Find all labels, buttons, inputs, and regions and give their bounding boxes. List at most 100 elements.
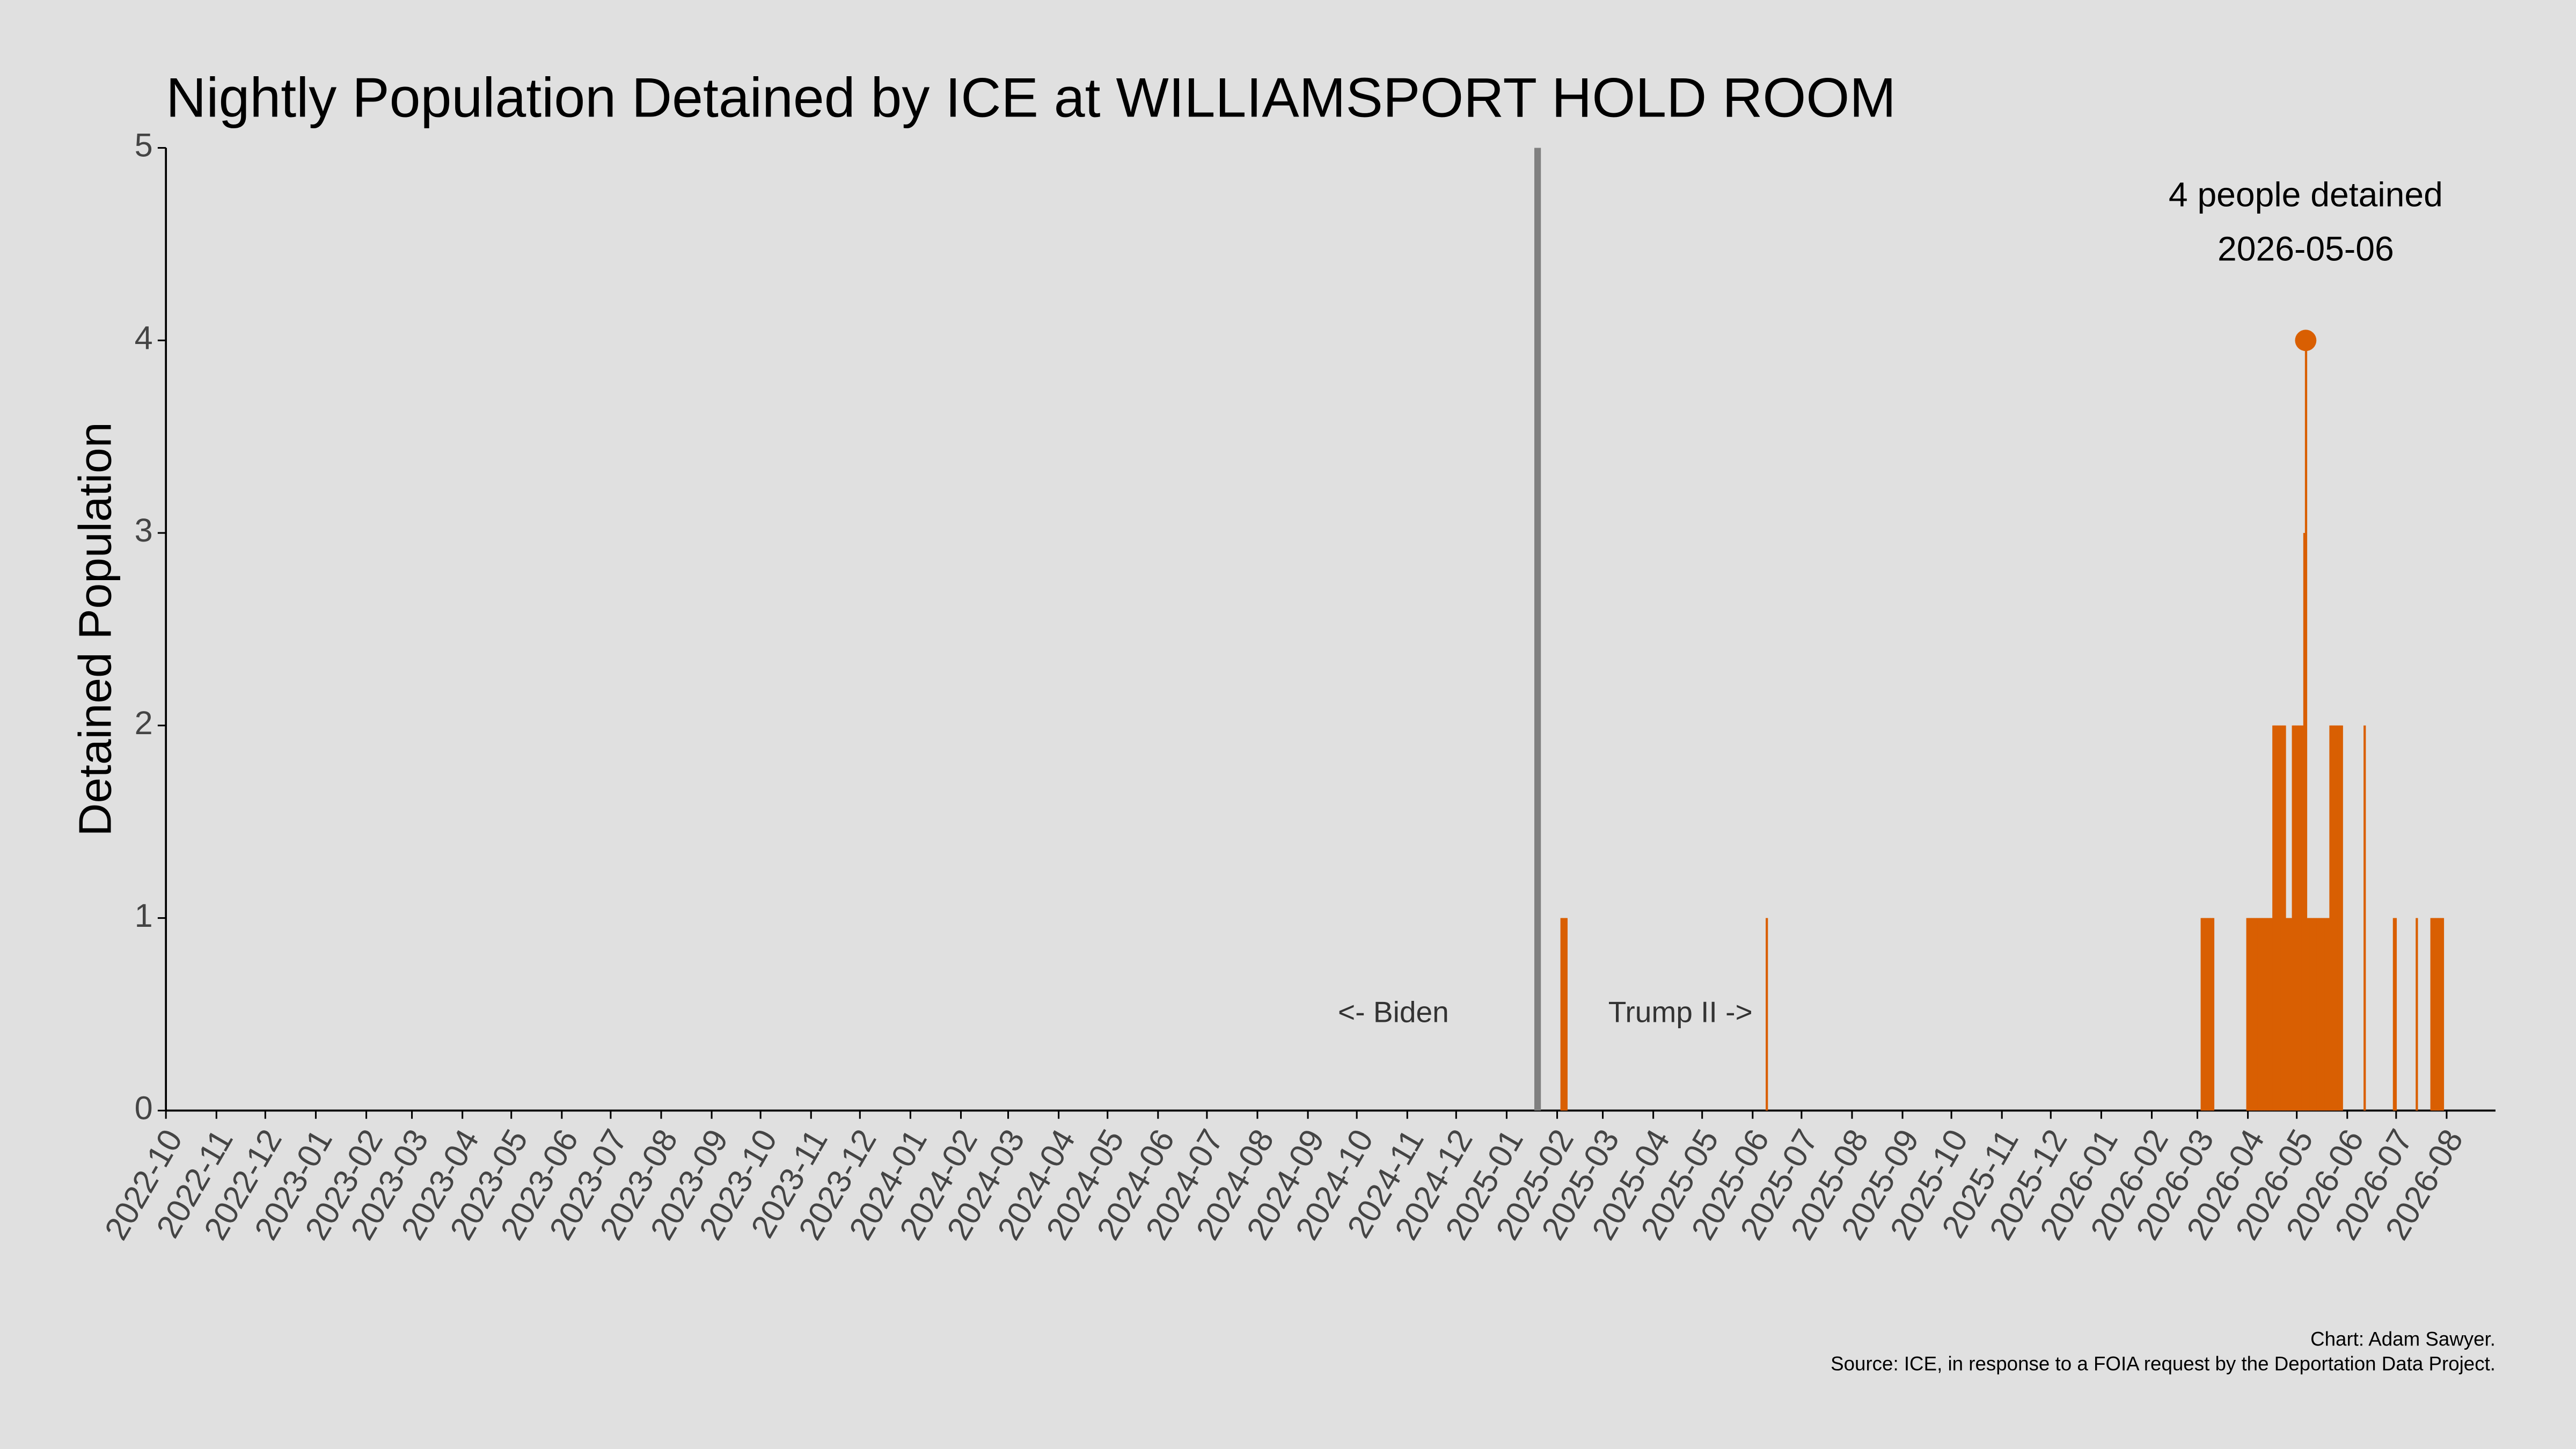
bar <box>2288 918 2291 1111</box>
bar <box>2252 918 2255 1111</box>
bar <box>2435 918 2438 1111</box>
bar <box>2246 918 2249 1111</box>
bar <box>2271 918 2273 1111</box>
bar <box>2316 918 2319 1111</box>
bar <box>2303 533 2306 1111</box>
bar <box>2256 918 2259 1111</box>
bar <box>2257 918 2260 1111</box>
bar <box>2432 918 2434 1111</box>
bar <box>2440 918 2443 1111</box>
label-background <box>1603 990 1758 1034</box>
bar <box>2328 918 2330 1111</box>
bar <box>2313 918 2316 1111</box>
bar <box>2331 725 2333 1111</box>
bar <box>2210 918 2213 1111</box>
bar <box>2436 918 2439 1111</box>
bar <box>2416 918 2418 1111</box>
bar <box>2262 918 2265 1111</box>
chart-title: Nightly Population Detained by ICE at WI… <box>166 67 1896 129</box>
annotation: 2026-05-06 <box>2218 229 2394 268</box>
bar <box>2336 725 2338 1111</box>
bar <box>2324 918 2327 1111</box>
bar <box>2363 725 2366 1111</box>
bar <box>1560 918 1563 1111</box>
bar <box>2264 918 2267 1111</box>
bar <box>2279 725 2281 1111</box>
bar <box>2337 725 2340 1111</box>
bar <box>2284 725 2286 1111</box>
bar <box>1565 918 1568 1111</box>
bar <box>2298 725 2301 1111</box>
bar <box>2267 918 2270 1111</box>
bar <box>2295 725 2297 1111</box>
bar <box>2321 918 2324 1111</box>
bar <box>2326 918 2329 1111</box>
y-tick-label: 4 <box>135 319 153 356</box>
era-label: <- Biden <box>1338 996 1449 1029</box>
bar <box>2441 918 2445 1111</box>
bar <box>2332 725 2335 1111</box>
bar <box>2308 918 2311 1111</box>
bar <box>2334 725 2337 1111</box>
bar <box>2282 725 2285 1111</box>
bar <box>2254 918 2257 1111</box>
bar <box>2430 918 2433 1111</box>
bar <box>2304 340 2308 1111</box>
bar <box>2392 918 2396 1111</box>
bar <box>2300 725 2302 1111</box>
bar <box>2204 918 2206 1111</box>
bar <box>2290 918 2293 1111</box>
bar <box>2306 918 2309 1111</box>
bar <box>2315 918 2317 1111</box>
bar <box>1766 918 1768 1111</box>
bar <box>2265 918 2268 1111</box>
bar <box>2269 918 2272 1111</box>
bar <box>2200 918 2203 1111</box>
bar <box>2205 918 2208 1111</box>
y-tick-label: 1 <box>135 897 153 934</box>
era-label: Trump II -> <box>1608 996 1753 1029</box>
bar <box>2249 918 2252 1111</box>
y-tick-label: 0 <box>135 1090 153 1126</box>
caption: Source: ICE, in response to a FOIA reque… <box>1831 1353 2496 1375</box>
bar <box>2438 918 2441 1111</box>
bar <box>2208 918 2212 1111</box>
bar <box>2329 725 2332 1111</box>
bar <box>2280 725 2283 1111</box>
bar <box>2272 725 2275 1111</box>
bar <box>2287 918 2289 1111</box>
bar <box>2259 918 2262 1111</box>
bar <box>2319 918 2322 1111</box>
bar <box>2274 725 2277 1111</box>
y-axis-label: Detained Population <box>69 422 121 836</box>
bar <box>2301 725 2304 1111</box>
y-tick-label: 5 <box>135 127 153 164</box>
y-tick-label: 3 <box>135 512 153 548</box>
caption: Chart: Adam Sawyer. <box>2310 1328 2496 1350</box>
bar <box>1563 918 1566 1111</box>
bar <box>2292 725 2294 1111</box>
bar <box>2323 918 2325 1111</box>
bar <box>2251 918 2253 1111</box>
bar <box>2339 725 2341 1111</box>
bar <box>2248 918 2250 1111</box>
bar <box>2296 725 2299 1111</box>
peak-marker <box>2295 330 2317 352</box>
annotation: 4 people detained <box>2169 175 2443 214</box>
bar <box>1562 918 1564 1111</box>
bar <box>2260 918 2264 1111</box>
bar <box>2433 918 2436 1111</box>
bar <box>2277 725 2280 1111</box>
y-tick-label: 2 <box>135 705 153 741</box>
bar <box>2318 918 2321 1111</box>
bar <box>2311 918 2314 1111</box>
bar <box>2275 725 2278 1111</box>
bar <box>2293 725 2296 1111</box>
bar <box>2309 918 2312 1111</box>
bar <box>2394 918 2397 1111</box>
bar <box>2212 918 2215 1111</box>
bar <box>2207 918 2209 1111</box>
